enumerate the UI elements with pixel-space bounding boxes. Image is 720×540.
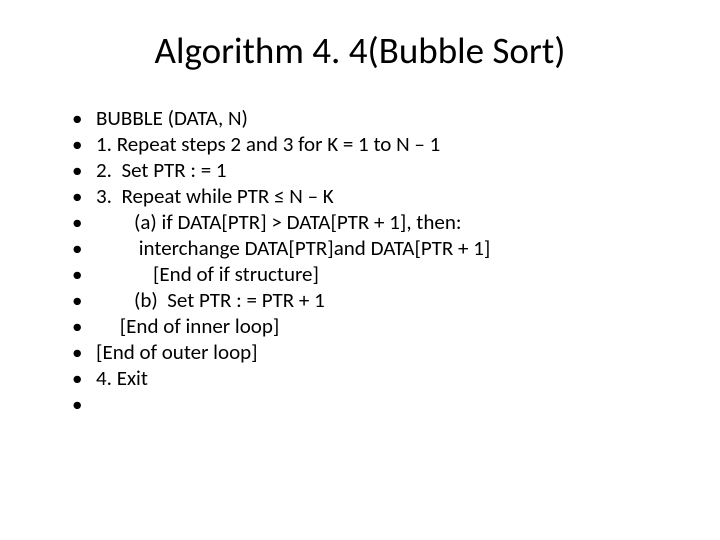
list-item: BUBBLE (DATA, N) [72, 105, 670, 131]
list-item: 4. Exit [72, 365, 670, 391]
list-item: 2. Set PTR : = 1 [72, 157, 670, 183]
slide-title: Algorithm 4. 4(Bubble Sort) [50, 28, 670, 73]
list-item: interchange DATA[PTR]and DATA[PTR + 1] [72, 235, 670, 261]
list-item: (b) Set PTR : = PTR + 1 [72, 287, 670, 313]
list-item: (a) if DATA[PTR] > DATA[PTR + 1], then: [72, 209, 670, 235]
list-item: 3. Repeat while PTR ≤ N – K [72, 183, 670, 209]
list-item: [End of inner loop] [72, 313, 670, 339]
list-item: 1. Repeat steps 2 and 3 for K = 1 to N –… [72, 131, 670, 157]
slide-container: Algorithm 4. 4(Bubble Sort) BUBBLE (DATA… [0, 0, 720, 540]
list-item: [End of if structure] [72, 261, 670, 287]
list-item: [End of outer loop] [72, 339, 670, 365]
algorithm-steps-list: BUBBLE (DATA, N) 1. Repeat steps 2 and 3… [50, 105, 670, 417]
list-item [72, 391, 670, 417]
